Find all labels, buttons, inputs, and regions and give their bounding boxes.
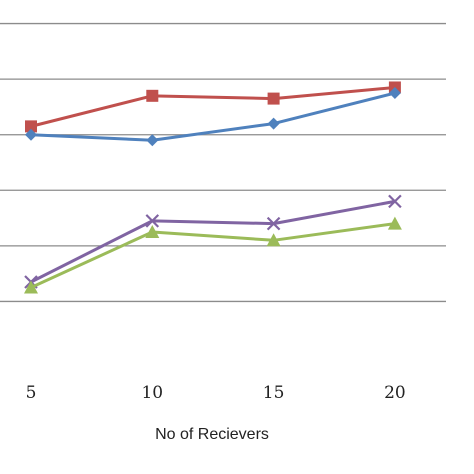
series-square: [25, 81, 401, 133]
data-point-diamond: [267, 117, 280, 130]
series-diamond: [25, 87, 401, 147]
data-point-x: [388, 194, 402, 209]
x-tick-label: 20: [384, 383, 406, 403]
series-line: [30, 222, 396, 289]
data-point-triangle: [266, 233, 281, 247]
data-point-triangle: [387, 216, 402, 230]
x-tick-label: 15: [263, 383, 285, 403]
series-line: [30, 91, 396, 142]
data-point-triangle: [145, 224, 160, 238]
data-point-triangle: [24, 280, 38, 294]
data-point-square: [267, 92, 280, 105]
data-point-diamond: [25, 128, 37, 141]
series-triangle: [24, 216, 402, 294]
x-tick-labels: 5 10 15 20: [26, 383, 406, 403]
series-layer: [24, 81, 402, 294]
series-line: [30, 85, 396, 128]
x-axis-title: No of Recievers: [155, 426, 269, 443]
gridlines: [0, 22, 446, 303]
data-point-square: [146, 89, 159, 102]
x-tick-label: 5: [26, 383, 37, 403]
data-point-square: [25, 120, 37, 133]
data-point-diamond: [146, 134, 159, 147]
series-line: [30, 199, 396, 284]
data-point-x: [145, 214, 160, 228]
data-point-x: [266, 216, 281, 231]
data-point-diamond: [388, 87, 401, 100]
x-tick-label: 10: [141, 383, 163, 403]
